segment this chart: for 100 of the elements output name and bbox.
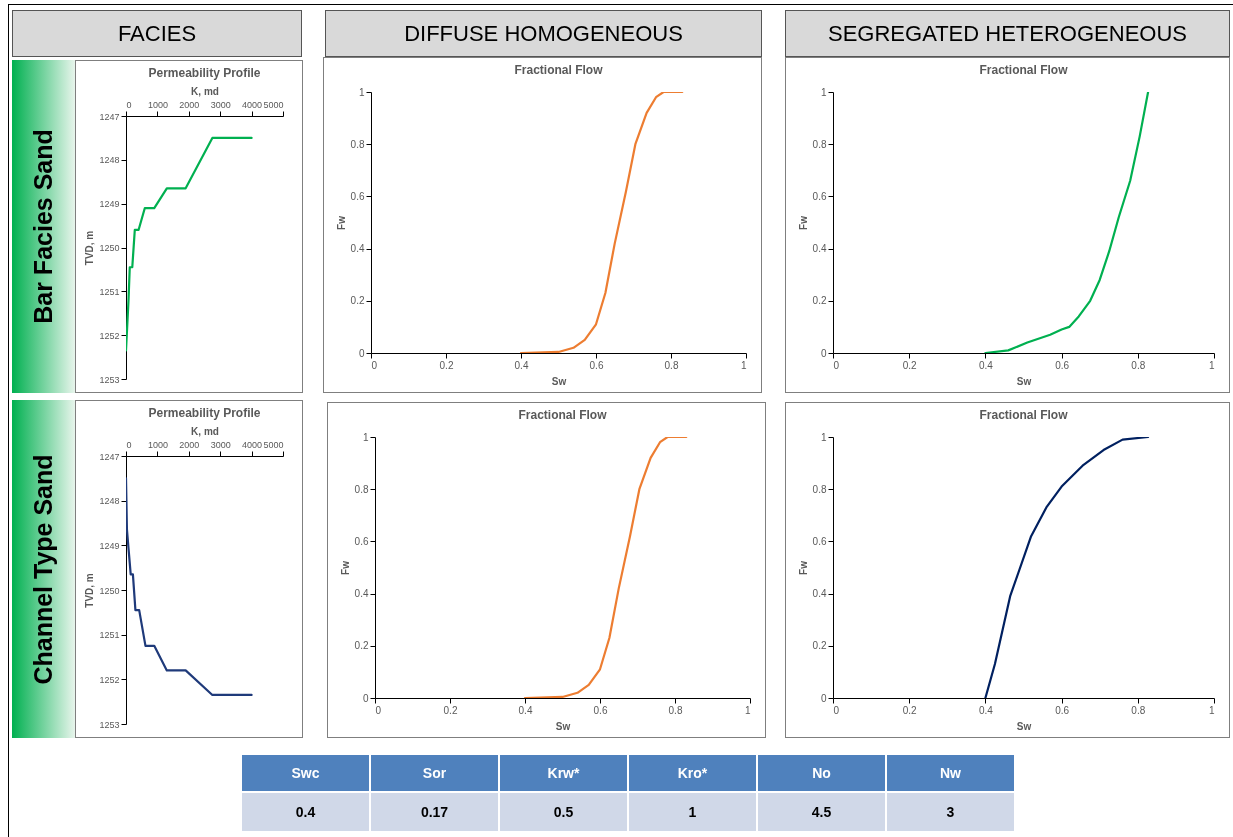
x-tick-label: 1 xyxy=(740,359,747,371)
text: Bar Facies Sand xyxy=(29,129,58,324)
y-tick-label: 1252 xyxy=(99,674,120,685)
text: SEGREGATED HETEROGENEOUS xyxy=(785,10,1230,57)
x-tick-label: 0.8 xyxy=(1131,704,1146,716)
x-tick-label: 0 xyxy=(126,439,132,450)
x-tick-label: 0.6 xyxy=(1055,704,1070,716)
y-tick-label: 1250 xyxy=(99,243,120,253)
line-series xyxy=(126,136,253,352)
line-series xyxy=(984,92,1150,353)
x-tick-label: 0.6 xyxy=(1055,359,1070,371)
x-tick-label: 0.8 xyxy=(668,704,683,716)
text: FACIES xyxy=(12,10,302,57)
y-tick-label: 0 xyxy=(362,692,369,704)
y-axis-title: Fw xyxy=(335,215,347,230)
y-tick-label: 0.8 xyxy=(354,483,369,495)
y-tick-label: 0.4 xyxy=(812,588,827,600)
x-tick-label: 3000 xyxy=(210,99,231,110)
chart-title: Fractional Flow xyxy=(979,408,1069,422)
data-label: 0.17 xyxy=(371,793,498,831)
line-series xyxy=(984,437,1150,698)
chart-title: Fractional Flow xyxy=(518,408,608,422)
chart-title: Fractional Flow xyxy=(979,63,1069,77)
data-label: 3 xyxy=(887,793,1014,831)
y-axis-title: Fw xyxy=(797,560,809,575)
x-tick-label: 0.8 xyxy=(1131,359,1146,371)
y-tick-label: 1253 xyxy=(99,719,120,730)
y-tick-label: 1 xyxy=(358,86,365,98)
x-tick-label: 0.2 xyxy=(443,704,458,716)
x-tick-label: 2000 xyxy=(179,439,200,450)
y-tick-label: 0.8 xyxy=(812,138,827,150)
y-tick-label: 0.8 xyxy=(350,138,365,150)
x-axis-title: Sw xyxy=(555,720,571,732)
y-tick-label: 0.2 xyxy=(354,640,369,652)
y-tick-label: 0 xyxy=(820,347,827,359)
x-tick-label: 4000 xyxy=(242,439,263,450)
x-tick-label: 0.2 xyxy=(439,359,454,371)
x-axis-title: Sw xyxy=(1016,375,1032,387)
x-tick-label: 0.4 xyxy=(514,359,529,371)
x-tick-label: 0.6 xyxy=(593,704,608,716)
x-tick-label: 1000 xyxy=(147,99,168,110)
y-tick-label: 1249 xyxy=(99,540,120,551)
line-series xyxy=(126,477,253,697)
line-series xyxy=(519,92,684,353)
x-tick-label: 0 xyxy=(375,704,382,716)
y-tick-label: 0.2 xyxy=(812,295,827,307)
x-axis-title: Sw xyxy=(551,375,567,387)
y-tick-label: 0.6 xyxy=(350,190,365,202)
y-tick-label: 0.6 xyxy=(354,535,369,547)
y-tick-label: 1247 xyxy=(99,111,120,122)
y-axis-title: Fw xyxy=(797,215,809,230)
data-label: 0.5 xyxy=(500,793,627,831)
x-tick-label: 1000 xyxy=(147,439,168,450)
x-tick-label: 1 xyxy=(744,704,751,716)
x-tick-label: 0.4 xyxy=(978,704,994,716)
data-label: 1 xyxy=(629,793,756,831)
y-tick-label: 1 xyxy=(820,86,827,98)
x-tick-label: 0 xyxy=(371,359,378,371)
category-label: Sor xyxy=(371,755,498,791)
x-tick-label: 3000 xyxy=(210,439,231,450)
x-tick-label: 0.8 xyxy=(664,359,679,371)
text: DIFFUSE HOMOGENEOUS xyxy=(325,10,762,57)
chart-title: Permeability Profile xyxy=(148,66,261,80)
y-axis-title: Fw xyxy=(339,560,351,575)
x-tick-label: 0.2 xyxy=(902,359,918,371)
y-tick-label: 0 xyxy=(358,347,365,359)
y-tick-label: 0 xyxy=(820,692,827,704)
y-tick-label: 0.6 xyxy=(812,190,827,202)
y-tick-label: 0.6 xyxy=(812,535,827,547)
category-label: Swc xyxy=(242,755,369,791)
category-label: Nw xyxy=(887,755,1014,791)
chart-title: Permeability Profile xyxy=(148,406,261,420)
chart-title: Fractional Flow xyxy=(514,63,604,77)
y-tick-label: 1248 xyxy=(99,155,120,166)
x-axis-title: K, md xyxy=(191,425,219,437)
category-label: No xyxy=(758,755,885,791)
y-tick-label: 1249 xyxy=(99,199,120,210)
y-tick-label: 1251 xyxy=(99,630,120,641)
x-tick-label: 0 xyxy=(833,704,840,716)
x-axis-title: K, md xyxy=(191,85,219,97)
y-tick-label: 1253 xyxy=(99,374,120,385)
x-tick-label: 0.4 xyxy=(518,704,533,716)
x-axis-title: Sw xyxy=(1016,720,1032,732)
y-tick-label: 0.2 xyxy=(350,295,365,307)
x-tick-label: 0.6 xyxy=(589,359,604,371)
y-tick-label: 0.8 xyxy=(812,483,827,495)
x-tick-label: 5000 xyxy=(263,439,284,450)
x-tick-label: 4000 xyxy=(242,99,263,110)
category-label: Krw* xyxy=(500,755,627,791)
x-tick-label: 5000 xyxy=(263,99,284,110)
y-tick-label: 0.4 xyxy=(812,243,827,255)
x-tick-label: 1 xyxy=(1208,704,1215,716)
y-tick-label: 1247 xyxy=(99,451,120,462)
y-tick-label: 1248 xyxy=(99,496,120,507)
x-tick-label: 0 xyxy=(833,359,840,371)
y-tick-label: 0.2 xyxy=(812,640,827,652)
y-tick-label: 1251 xyxy=(99,286,120,297)
x-tick-label: 0.2 xyxy=(902,704,918,716)
y-tick-label: 0.4 xyxy=(354,588,369,600)
x-tick-label: 0 xyxy=(126,99,132,110)
